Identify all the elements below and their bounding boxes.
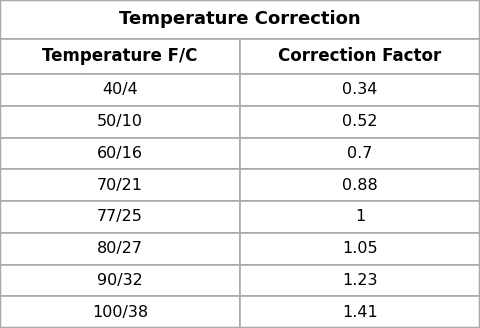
Bar: [240, 201, 480, 233]
Bar: [0, 0, 480, 39]
Text: 1.23: 1.23: [342, 273, 378, 288]
Bar: [0, 74, 240, 106]
Text: 1: 1: [355, 210, 365, 224]
Text: 60/16: 60/16: [97, 146, 143, 161]
Text: 0.34: 0.34: [342, 83, 378, 97]
Text: 0.52: 0.52: [342, 114, 378, 129]
Text: 50/10: 50/10: [97, 114, 143, 129]
Bar: [0, 264, 240, 296]
Bar: [240, 74, 480, 106]
Bar: [0, 233, 240, 264]
Text: Correction Factor: Correction Factor: [278, 48, 442, 65]
Text: 77/25: 77/25: [97, 210, 143, 224]
Bar: [240, 233, 480, 264]
Text: Temperature F/C: Temperature F/C: [42, 48, 198, 65]
Text: 0.88: 0.88: [342, 178, 378, 193]
Text: 40/4: 40/4: [102, 83, 138, 97]
Bar: [0, 169, 240, 201]
Bar: [240, 106, 480, 138]
Bar: [0, 201, 240, 233]
Bar: [240, 39, 480, 74]
Text: 1.41: 1.41: [342, 305, 378, 319]
Text: 90/32: 90/32: [97, 273, 143, 288]
Bar: [240, 169, 480, 201]
Text: Temperature Correction: Temperature Correction: [119, 10, 361, 28]
Bar: [0, 137, 240, 169]
Bar: [240, 264, 480, 296]
Text: 80/27: 80/27: [97, 241, 143, 256]
Bar: [0, 39, 240, 74]
Text: 0.7: 0.7: [348, 146, 372, 161]
Text: 1.05: 1.05: [342, 241, 378, 256]
Bar: [240, 296, 480, 328]
Text: 100/38: 100/38: [92, 305, 148, 319]
Bar: [240, 137, 480, 169]
Bar: [0, 106, 240, 138]
Bar: [0, 296, 240, 328]
Text: 70/21: 70/21: [97, 178, 143, 193]
